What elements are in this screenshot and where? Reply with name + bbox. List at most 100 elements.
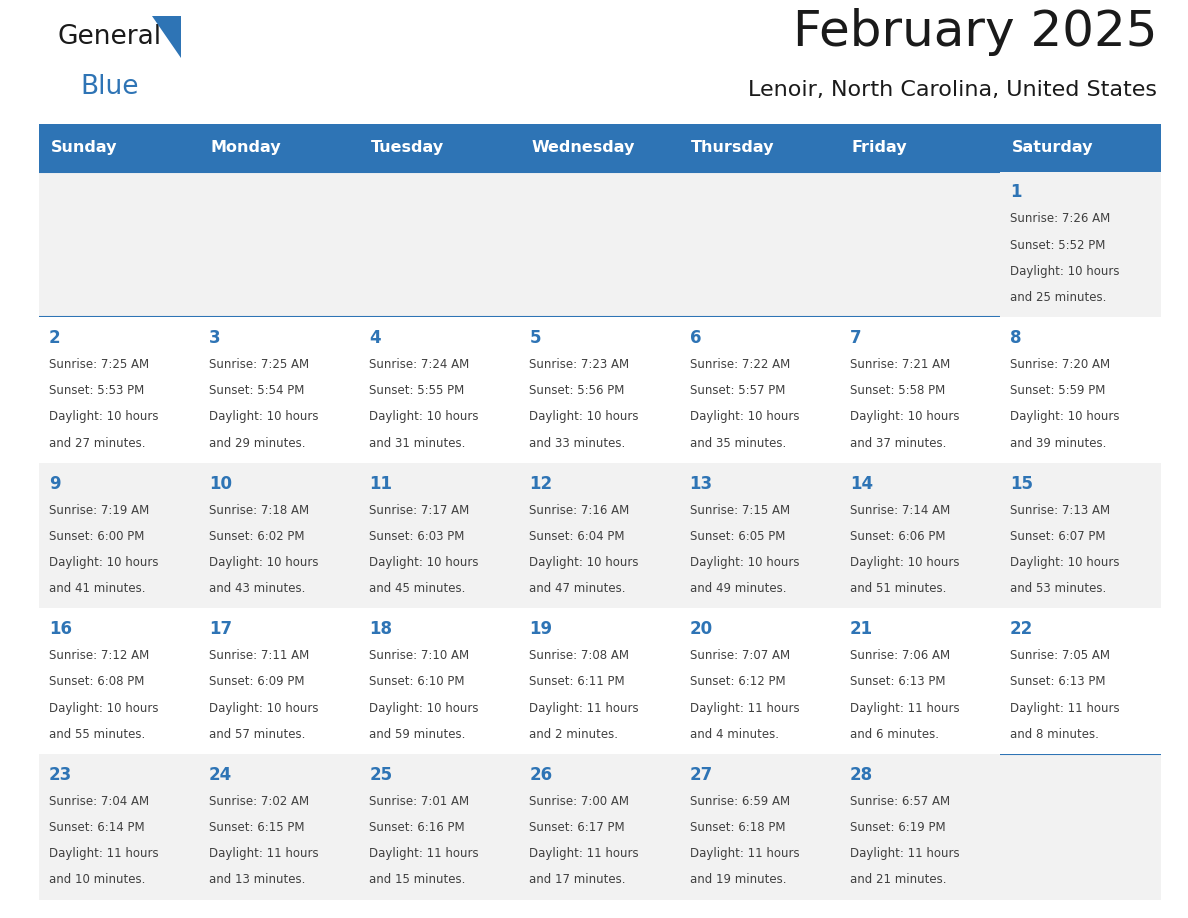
Text: Monday: Monday [210,140,282,155]
Text: and 15 minutes.: and 15 minutes. [369,873,466,887]
Text: Daylight: 11 hours: Daylight: 11 hours [209,847,318,860]
Text: 12: 12 [530,475,552,492]
Text: and 51 minutes.: and 51 minutes. [849,582,947,595]
Text: Sunrise: 6:59 AM: Sunrise: 6:59 AM [690,795,790,808]
Text: 9: 9 [49,475,61,492]
Text: and 45 minutes.: and 45 minutes. [369,582,466,595]
Text: General: General [57,24,162,50]
Text: and 59 minutes.: and 59 minutes. [369,728,466,741]
Text: and 57 minutes.: and 57 minutes. [209,728,305,741]
Text: and 41 minutes.: and 41 minutes. [49,582,145,595]
Text: Sunset: 6:02 PM: Sunset: 6:02 PM [209,530,304,543]
Text: 27: 27 [690,766,713,784]
Text: 14: 14 [849,475,873,492]
Text: Daylight: 10 hours: Daylight: 10 hours [49,410,158,423]
Text: Sunset: 5:53 PM: Sunset: 5:53 PM [49,385,144,397]
Text: Sunrise: 7:21 AM: Sunrise: 7:21 AM [849,358,950,371]
Text: Lenoir, North Carolina, United States: Lenoir, North Carolina, United States [748,81,1157,100]
Text: 18: 18 [369,620,392,638]
Text: Sunrise: 7:22 AM: Sunrise: 7:22 AM [690,358,790,371]
Text: Sunrise: 7:18 AM: Sunrise: 7:18 AM [209,504,309,517]
Text: Sunrise: 7:23 AM: Sunrise: 7:23 AM [530,358,630,371]
Text: Daylight: 10 hours: Daylight: 10 hours [1010,410,1119,423]
Text: Sunrise: 7:01 AM: Sunrise: 7:01 AM [369,795,469,808]
Text: Sunset: 6:08 PM: Sunset: 6:08 PM [49,676,144,688]
Text: 11: 11 [369,475,392,492]
Text: and 39 minutes.: and 39 minutes. [1010,437,1106,450]
Text: 15: 15 [1010,475,1034,492]
Text: and 49 minutes.: and 49 minutes. [690,582,786,595]
Text: 13: 13 [690,475,713,492]
Text: 7: 7 [849,329,861,347]
Text: Sunrise: 7:10 AM: Sunrise: 7:10 AM [369,649,469,662]
Text: Sunset: 6:19 PM: Sunset: 6:19 PM [849,821,946,834]
Text: Thursday: Thursday [691,140,775,155]
Text: Friday: Friday [852,140,908,155]
Text: Sunset: 6:03 PM: Sunset: 6:03 PM [369,530,465,543]
Text: Daylight: 11 hours: Daylight: 11 hours [849,847,960,860]
Text: Sunrise: 7:13 AM: Sunrise: 7:13 AM [1010,504,1111,517]
Text: Daylight: 10 hours: Daylight: 10 hours [1010,556,1119,569]
Text: Daylight: 11 hours: Daylight: 11 hours [1010,701,1120,714]
Text: and 19 minutes.: and 19 minutes. [690,873,786,887]
Text: and 6 minutes.: and 6 minutes. [849,728,939,741]
Text: Sunrise: 7:14 AM: Sunrise: 7:14 AM [849,504,950,517]
Text: Sunset: 6:09 PM: Sunset: 6:09 PM [209,676,304,688]
Text: Sunset: 5:58 PM: Sunset: 5:58 PM [849,385,946,397]
Text: Sunset: 5:59 PM: Sunset: 5:59 PM [1010,385,1106,397]
Text: Sunset: 6:17 PM: Sunset: 6:17 PM [530,821,625,834]
Text: Sunrise: 7:02 AM: Sunrise: 7:02 AM [209,795,309,808]
Text: Sunrise: 7:12 AM: Sunrise: 7:12 AM [49,649,148,662]
Text: Sunset: 5:52 PM: Sunset: 5:52 PM [1010,239,1106,252]
Text: Sunrise: 7:24 AM: Sunrise: 7:24 AM [369,358,469,371]
Text: Sunset: 5:56 PM: Sunset: 5:56 PM [530,385,625,397]
Text: Daylight: 10 hours: Daylight: 10 hours [690,556,800,569]
Text: Sunday: Sunday [50,140,116,155]
Text: Sunset: 6:11 PM: Sunset: 6:11 PM [530,676,625,688]
Text: 21: 21 [849,620,873,638]
Text: Daylight: 10 hours: Daylight: 10 hours [209,556,318,569]
Text: Sunset: 6:14 PM: Sunset: 6:14 PM [49,821,145,834]
Text: Tuesday: Tuesday [371,140,444,155]
Text: 16: 16 [49,620,71,638]
Text: 24: 24 [209,766,233,784]
Polygon shape [152,17,181,58]
Text: Sunrise: 7:26 AM: Sunrise: 7:26 AM [1010,212,1111,226]
Text: Daylight: 10 hours: Daylight: 10 hours [849,410,960,423]
Text: Sunrise: 7:25 AM: Sunrise: 7:25 AM [209,358,309,371]
Text: Daylight: 10 hours: Daylight: 10 hours [49,701,158,714]
Text: Daylight: 10 hours: Daylight: 10 hours [1010,265,1119,278]
Text: Daylight: 10 hours: Daylight: 10 hours [49,556,158,569]
Text: Sunset: 5:57 PM: Sunset: 5:57 PM [690,385,785,397]
Text: Sunrise: 7:19 AM: Sunrise: 7:19 AM [49,504,148,517]
Text: Blue: Blue [81,73,139,100]
Text: and 8 minutes.: and 8 minutes. [1010,728,1099,741]
Text: and 17 minutes.: and 17 minutes. [530,873,626,887]
Text: Sunset: 5:54 PM: Sunset: 5:54 PM [209,385,304,397]
Text: Daylight: 11 hours: Daylight: 11 hours [530,847,639,860]
Text: Sunset: 6:12 PM: Sunset: 6:12 PM [690,676,785,688]
Text: Daylight: 11 hours: Daylight: 11 hours [849,701,960,714]
Text: Sunset: 6:15 PM: Sunset: 6:15 PM [209,821,304,834]
Text: Daylight: 11 hours: Daylight: 11 hours [690,701,800,714]
Text: Daylight: 10 hours: Daylight: 10 hours [530,410,639,423]
Text: and 55 minutes.: and 55 minutes. [49,728,145,741]
Text: Sunrise: 6:57 AM: Sunrise: 6:57 AM [849,795,950,808]
Text: Sunrise: 7:17 AM: Sunrise: 7:17 AM [369,504,469,517]
Text: Daylight: 11 hours: Daylight: 11 hours [369,847,479,860]
Text: Sunrise: 7:16 AM: Sunrise: 7:16 AM [530,504,630,517]
Text: Sunrise: 7:06 AM: Sunrise: 7:06 AM [849,649,950,662]
Text: Sunset: 6:07 PM: Sunset: 6:07 PM [1010,530,1106,543]
Text: and 27 minutes.: and 27 minutes. [49,437,145,450]
Text: 22: 22 [1010,620,1034,638]
Text: Daylight: 11 hours: Daylight: 11 hours [690,847,800,860]
Text: Wednesday: Wednesday [531,140,634,155]
Text: 2: 2 [49,329,61,347]
Text: and 21 minutes.: and 21 minutes. [849,873,947,887]
Text: and 2 minutes.: and 2 minutes. [530,728,619,741]
Text: and 47 minutes.: and 47 minutes. [530,582,626,595]
Text: February 2025: February 2025 [792,8,1157,56]
Text: Sunrise: 7:07 AM: Sunrise: 7:07 AM [690,649,790,662]
Text: 3: 3 [209,329,221,347]
Text: 20: 20 [690,620,713,638]
